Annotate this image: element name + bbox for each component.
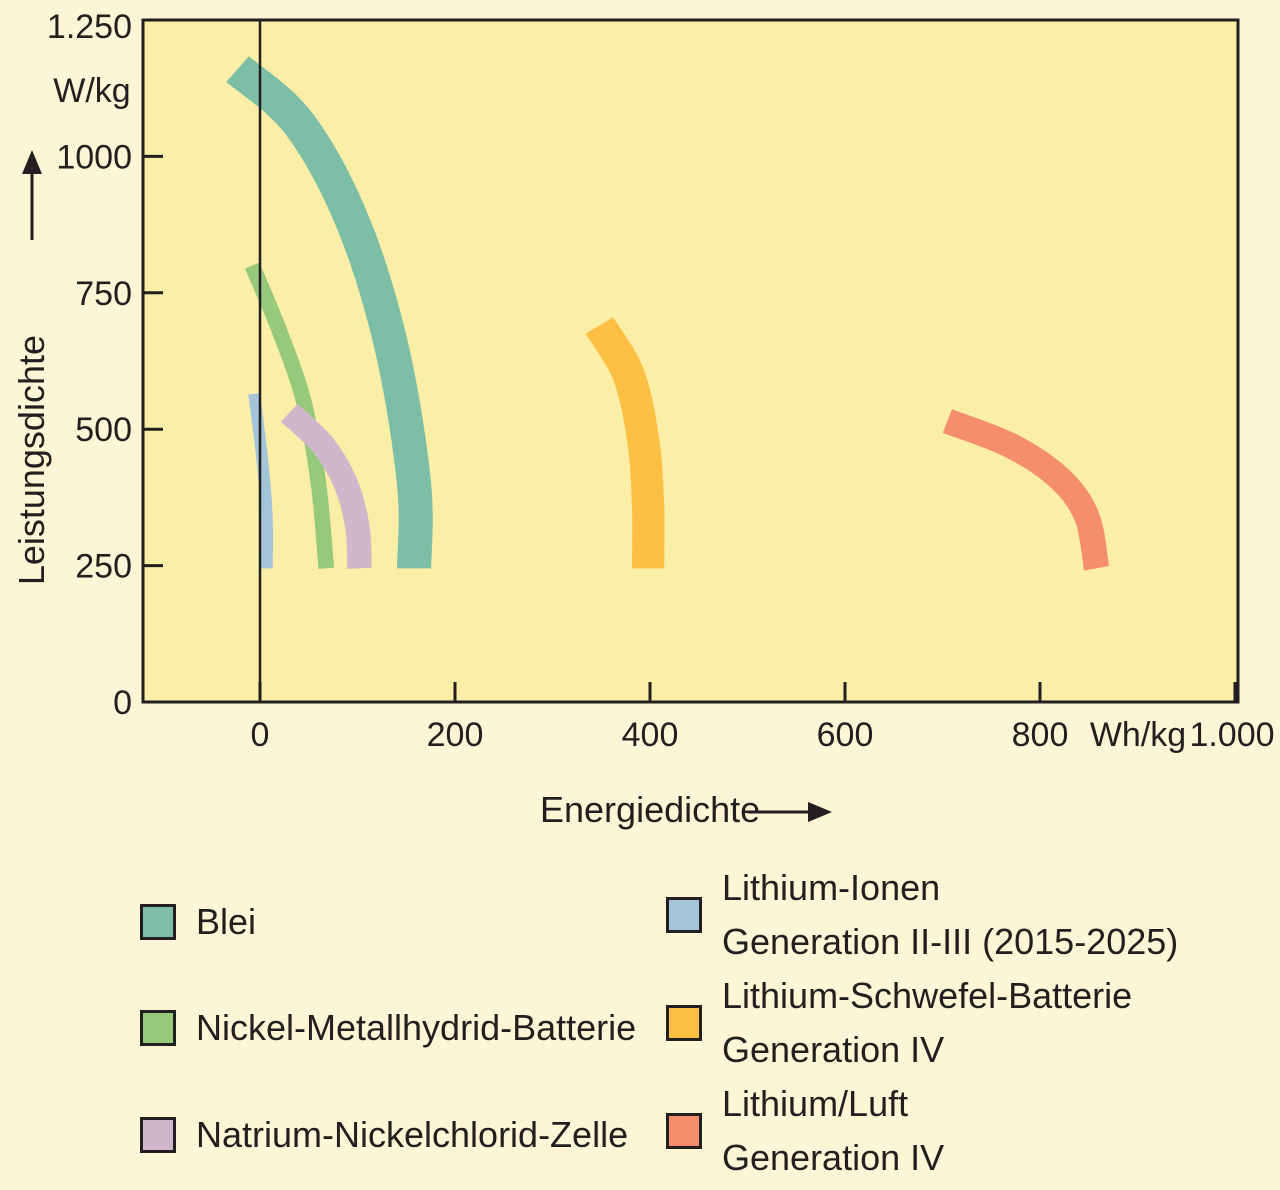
x-axis-arrow [748, 802, 832, 822]
legend-label: Nickel-Metallhydrid-Batterie [196, 1001, 636, 1055]
legend-label: Blei [196, 895, 256, 949]
legend-item: Nickel-Metallhydrid-Batterie [140, 1001, 636, 1055]
legend-item: Lithium/Luft Generation IV [666, 1077, 944, 1185]
legend-label: Lithium-Ionen Generation II-III (2015-202… [722, 861, 1178, 969]
series-band-6 [942, 409, 1110, 571]
y-tick-label: 750 [75, 275, 132, 313]
x-tick-label: 400 [622, 716, 679, 754]
x-tick-label: 0 [251, 716, 270, 754]
y-axis-ticks: 0 250 500 750 1000 1.250 [47, 8, 163, 722]
legend-swatch [666, 1005, 702, 1041]
legend-item: Natrium-Nickelchlorid-Zelle [140, 1108, 628, 1162]
legend-label-line: Lithium/Luft [722, 1083, 909, 1124]
legend-swatch [666, 897, 702, 933]
series-band-4 [248, 393, 274, 569]
series-band-1 [226, 55, 433, 569]
x-tick-label: 200 [427, 716, 484, 754]
x-tick-label: 600 [817, 716, 874, 754]
y-tick-label: 250 [75, 548, 132, 586]
legend-item: Blei [140, 895, 256, 949]
x-tick-label: 800 [1012, 716, 1069, 754]
y-axis-title: Leistungsdichte [11, 335, 52, 585]
legend-label-line: Generation II-III (2015-2025) [722, 921, 1179, 962]
y-tick-label: 1.250 [47, 8, 132, 46]
legend-label: Natrium-Nickelchlorid-Zelle [196, 1108, 628, 1162]
legend-label-line: Generation IV [722, 1137, 945, 1178]
legend-swatch [140, 1010, 176, 1046]
legend-label: Lithium/Luft Generation IV [722, 1077, 944, 1185]
y-axis-unit: W/kg [53, 72, 130, 110]
y-axis-label: Leistungsdichte [11, 335, 52, 585]
legend-swatch [140, 1117, 176, 1153]
x-axis-unit: Wh/kg [1090, 716, 1186, 754]
legend-label-line: Natrium-Nickelchlorid-Zelle [196, 1114, 629, 1155]
series-band-5 [585, 316, 665, 569]
legend-swatch [666, 1113, 702, 1149]
legend-label-line: Blei [196, 901, 257, 942]
x-tick-label: 1.000 [1189, 716, 1274, 754]
y-axis-arrow [22, 150, 42, 240]
legend-item: Lithium-Ionen Generation II-III (2015-202… [666, 861, 1178, 969]
legend-label-line: Generation IV [722, 1029, 945, 1070]
legend-label: Lithium-Schwefel-Batterie Generation IV [722, 969, 1132, 1077]
x-axis-label: Energiedichte [540, 789, 760, 830]
legend-label-line: Nickel-Metallhydrid-Batterie [196, 1007, 637, 1048]
legend-swatch [140, 904, 176, 940]
y-tick-label: 1000 [56, 138, 132, 176]
x-axis-ticks: 0 200 400 600 800 1.000 [251, 682, 1275, 754]
legend-item: Lithium-Schwefel-Batterie Generation IV [666, 969, 1132, 1077]
y-tick-label: 500 [75, 411, 132, 449]
legend-label-line: Lithium-Ionen [722, 867, 941, 908]
legend-label-line: Lithium-Schwefel-Batterie [722, 975, 1133, 1016]
series-band-3 [280, 403, 372, 569]
y-tick-label: 0 [113, 684, 132, 722]
series-band-2 [245, 262, 335, 570]
series-layer [226, 55, 1110, 571]
